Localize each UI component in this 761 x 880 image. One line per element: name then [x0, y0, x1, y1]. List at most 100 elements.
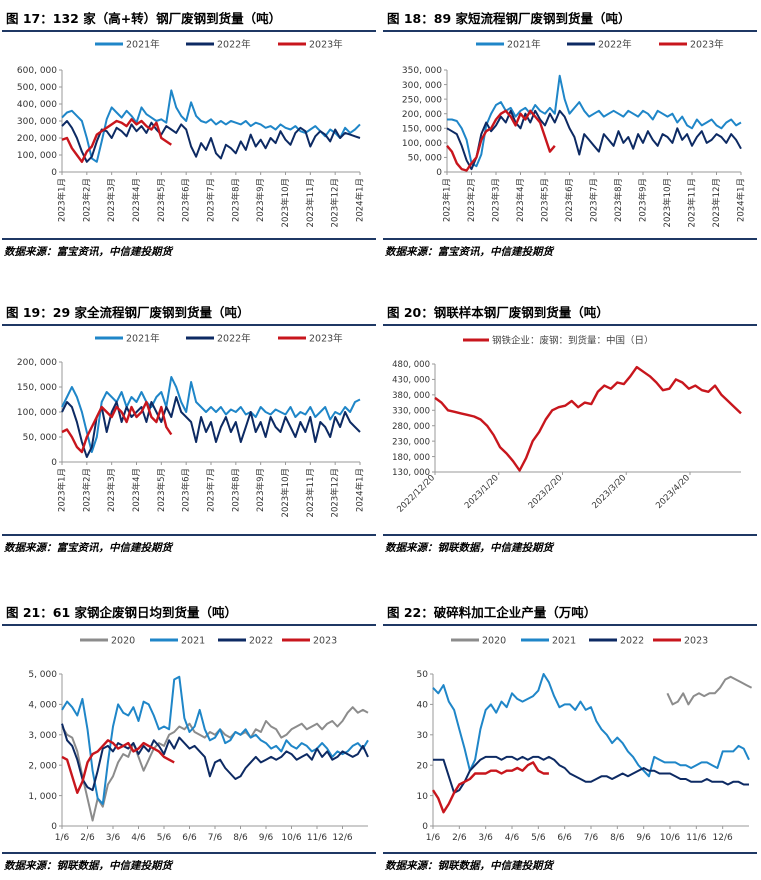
x-tick-label: 2023/2/20	[527, 473, 565, 511]
x-tick-label: 2023年7月	[206, 178, 217, 222]
x-tick-label: 2024年1月	[736, 178, 747, 222]
series-line	[446, 109, 556, 172]
x-tick-label: 2023/3/20	[590, 473, 628, 511]
panel-fig19: 图 19：29 家全流程钢厂废钢到货量（吨） 2021年 2022年 2023年 0 5…	[0, 294, 380, 560]
x-tick-label: 2023年1月	[442, 178, 453, 222]
legend-label: 2022	[249, 636, 273, 647]
y-tick-label: 300, 000	[402, 81, 442, 91]
legend-label: 2020	[482, 636, 506, 647]
source-note: 数据来源：富宝资讯，中信建投期货	[4, 542, 172, 554]
y-tick-label: 3, 000	[28, 731, 57, 741]
y-tick-label: 200, 000	[17, 358, 57, 368]
panel-title: 图 20：钢联样本钢厂废钢到货量（吨）	[387, 305, 609, 320]
y-tick-label: 50, 000	[23, 433, 58, 443]
y-tick-label: 50, 000	[408, 154, 443, 164]
chart-fig18: 2021年 2022年 2023年 0 50, 000 100, 000 150, 000 2…	[402, 39, 747, 228]
legend-label: 2023年	[690, 39, 724, 51]
chart-fig17: 2021年 2022年 2023年 0 100, 000 200, 000 300, 000…	[17, 39, 366, 228]
chart-fig22: 2020 2021 2022 2023 0 10 20 30 40 50 1/6 2/6 3/6 4/6 5…	[417, 636, 753, 843]
source-note: 数据来源：钢联数据，中信建投期货	[385, 860, 553, 872]
footer-rule	[383, 238, 757, 240]
series-line	[61, 118, 172, 164]
x-tick-label: 2023/1/20	[463, 473, 501, 511]
legend-label: 2021年	[126, 333, 160, 345]
x-tick-label: 2023年9月	[255, 178, 266, 222]
x-tick-label: 2023年5月	[540, 178, 551, 222]
x-tick-label: 2023年6月	[564, 178, 575, 222]
y-tick-label: 280, 000	[392, 422, 430, 432]
series-line	[434, 365, 742, 472]
x-tick-label: 11/6	[686, 833, 706, 843]
x-tick-label: 2023年2月	[81, 178, 92, 222]
legend-label: 2021年	[126, 39, 160, 51]
x-tick-label: 2023年12月	[330, 468, 341, 517]
x-tick-label: 2023年12月	[711, 178, 722, 227]
y-tick-label: 0	[51, 168, 57, 178]
x-tick-label: 2023年8月	[613, 178, 624, 222]
y-tick-label: 0	[51, 458, 57, 468]
panel-fig21: 图 21：61 家钢企废钢日均到货量（吨） 2020 2021 2022 2023 0 1…	[0, 596, 380, 880]
x-tick-label: 2023年4月	[131, 468, 142, 512]
series-line	[432, 673, 750, 778]
series-line	[447, 74, 742, 168]
legend-label: 2023	[684, 636, 708, 647]
panel-fig20: 图 20：钢联样本钢厂废钢到货量（吨） 钢铁企业：废钢：到货量：中国（日） 130…	[381, 294, 761, 560]
x-tick-label: 9/6	[636, 833, 651, 843]
y-tick-label: 350, 000	[402, 66, 442, 76]
legend-label: 钢铁企业：废钢：到货量：中国（日）	[492, 335, 654, 347]
chart-fig20: 钢铁企业：废钢：到货量：中国（日） 130, 000 180, 000 230, 00…	[392, 335, 742, 515]
legend-label: 2022年	[217, 39, 251, 51]
x-tick-label: 2023年3月	[491, 178, 502, 222]
y-tick-label: 50	[417, 670, 429, 680]
panel-title: 图 19：29 家全流程钢厂废钢到货量（吨）	[6, 305, 250, 320]
y-tick-label: 20	[417, 761, 429, 771]
x-tick-label: 5/6	[157, 833, 172, 843]
legend-label: 2022年	[217, 333, 251, 345]
y-tick-label: 480, 000	[392, 360, 430, 370]
x-tick-label: 11/6	[307, 833, 327, 843]
x-tick-label: 1/6	[426, 833, 441, 843]
series-line	[61, 723, 369, 792]
title-rule	[383, 624, 757, 626]
title-rule	[2, 324, 376, 326]
panel-title: 图 18：89 家短流程钢厂废钢到货量（吨）	[387, 11, 631, 26]
x-tick-label: 10/6	[660, 833, 680, 843]
y-tick-label: 300, 000	[17, 117, 57, 127]
y-tick-label: 430, 000	[392, 376, 430, 386]
y-tick-label: 380, 000	[392, 391, 430, 401]
x-tick-label: 2023年3月	[106, 468, 117, 512]
x-tick-label: 6/6	[182, 833, 197, 843]
y-tick-label: 30	[417, 731, 429, 741]
title-rule	[2, 30, 376, 32]
x-tick-label: 2023年9月	[638, 178, 649, 222]
source-note: 数据来源：钢联数据，中信建投期货	[385, 542, 553, 554]
x-tick-label: 4/6	[131, 833, 146, 843]
footer-rule	[2, 238, 376, 240]
x-tick-label: 2023年7月	[589, 178, 600, 222]
source-note: 数据来源：富宝资讯，中信建投期货	[4, 246, 172, 258]
panel-title: 图 22：破碎料加工企业产量（万吨）	[387, 605, 597, 620]
x-tick-label: 2023年8月	[230, 468, 241, 512]
y-tick-label: 100, 000	[17, 408, 57, 418]
x-tick-label: 2022/12/20	[395, 473, 437, 515]
x-tick-label: 2023年10月	[280, 468, 291, 517]
y-tick-label: 330, 000	[392, 406, 430, 416]
series-line	[61, 739, 175, 795]
x-tick-label: 2023年12月	[330, 178, 341, 227]
x-tick-label: 2023年4月	[131, 178, 142, 222]
x-tick-label: 2023年4月	[515, 178, 526, 222]
x-tick-label: 1/6	[55, 833, 70, 843]
x-tick-label: 3/6	[478, 833, 493, 843]
y-tick-label: 250, 000	[402, 95, 442, 105]
legend-label: 2023年	[309, 39, 343, 51]
series-line	[61, 396, 361, 458]
x-tick-label: 2023/4/20	[654, 473, 692, 511]
series-line	[433, 755, 749, 794]
panel-title: 图 17：132 家（高+转）钢厂废钢到货量（吨）	[6, 11, 282, 26]
footer-rule	[383, 852, 757, 854]
series-line	[61, 376, 361, 453]
x-tick-label: 2023年11月	[305, 178, 316, 227]
y-tick-label: 400, 000	[17, 100, 57, 110]
title-rule	[2, 624, 376, 626]
x-tick-label: 8/6	[610, 833, 625, 843]
